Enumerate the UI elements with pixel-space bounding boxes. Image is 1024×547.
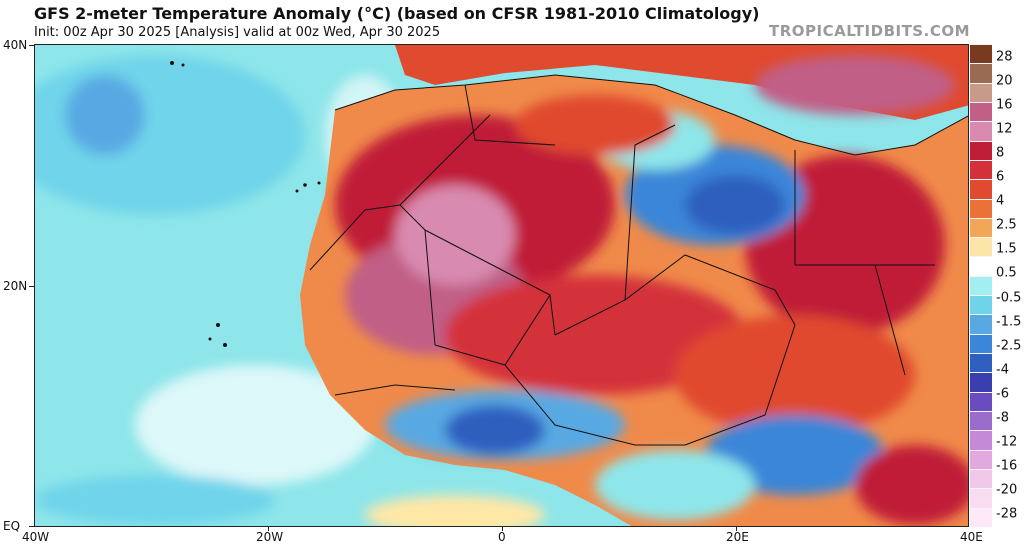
lon-tick-0 — [502, 527, 503, 531]
map-subtitle: Init: 00z Apr 30 2025 [Analysis] valid a… — [34, 25, 441, 40]
colorbar-label: 0.5 — [996, 265, 1017, 281]
colorbar-label: 6 — [996, 169, 1005, 185]
colorbar-label: -28 — [996, 506, 1018, 522]
colorbar-label: -12 — [996, 434, 1018, 450]
colorbar-label: -4 — [996, 362, 1009, 378]
colorbar-swatch — [970, 44, 992, 64]
colorbar-label: 20 — [996, 73, 1013, 89]
colorbar-swatch — [970, 507, 992, 527]
lat-label-40n: 40N — [3, 38, 28, 52]
lon-label-0: 0 — [498, 530, 506, 544]
lon-label-20w: 20W — [256, 530, 284, 544]
colorbar-swatch — [970, 353, 992, 373]
colorbar-label: -2.5 — [996, 338, 1022, 354]
colorbar-label: 12 — [996, 121, 1013, 137]
colorbar-swatch — [970, 63, 992, 83]
colorbar-swatch — [970, 159, 992, 180]
colorbar-swatch — [970, 449, 992, 469]
colorbar-swatch — [970, 82, 992, 102]
colorbar-swatch — [970, 179, 992, 199]
colorbar — [970, 44, 992, 527]
colorbar-label: -20 — [996, 482, 1018, 498]
lon-label-40w: 40W — [22, 530, 50, 544]
colorbar-swatch — [970, 121, 992, 141]
colorbar-swatch — [970, 488, 992, 508]
colorbar-label: -0.5 — [996, 290, 1022, 306]
colorbar-swatch — [970, 295, 992, 315]
brand-watermark: TROPICALTIDBITS.COM — [769, 22, 970, 40]
lat-tick-eq — [29, 526, 34, 527]
temperature-anomaly-map[interactable] — [34, 44, 969, 527]
colorbar-swatch — [970, 101, 992, 122]
colorbar-swatch — [970, 410, 992, 431]
lon-tick-20e — [736, 527, 737, 531]
colorbar-label: 1.5 — [996, 241, 1017, 257]
lat-label-20n: 20N — [3, 279, 28, 293]
lon-label-40e: 40E — [960, 530, 983, 544]
map-title: GFS 2-meter Temperature Anomaly (°C) (ba… — [34, 4, 760, 23]
lon-tick-20w — [268, 527, 269, 531]
island-markers — [170, 61, 321, 347]
lon-label-20e: 20E — [726, 530, 749, 544]
colorbar-label: 8 — [996, 145, 1005, 161]
lat-tick-40n — [29, 45, 34, 46]
lat-label-eq: EQ — [3, 519, 21, 533]
colorbar-swatch — [970, 314, 992, 334]
country-borders — [309, 74, 968, 446]
colorbar-label: 2.5 — [996, 217, 1017, 233]
colorbar-label: 4 — [996, 193, 1005, 209]
colorbar-label: -16 — [996, 458, 1018, 474]
map-canvas — [35, 45, 968, 526]
colorbar-swatch — [970, 256, 992, 276]
colorbar-label: 16 — [996, 97, 1013, 113]
colorbar-swatch — [970, 372, 992, 392]
colorbar-swatch — [970, 140, 992, 160]
colorbar-label: 28 — [996, 49, 1013, 65]
colorbar-swatch — [970, 198, 992, 218]
colorbar-label: -6 — [996, 386, 1009, 402]
lat-tick-20n — [29, 286, 34, 287]
colorbar-swatch — [970, 391, 992, 411]
colorbar-swatch — [970, 217, 992, 238]
colorbar-swatch — [970, 468, 992, 489]
colorbar-swatch — [970, 333, 992, 353]
colorbar-swatch — [970, 430, 992, 450]
colorbar-swatch — [970, 237, 992, 257]
colorbar-label: -8 — [996, 410, 1009, 426]
colorbar-swatch — [970, 275, 992, 296]
colorbar-label: -1.5 — [996, 314, 1022, 330]
